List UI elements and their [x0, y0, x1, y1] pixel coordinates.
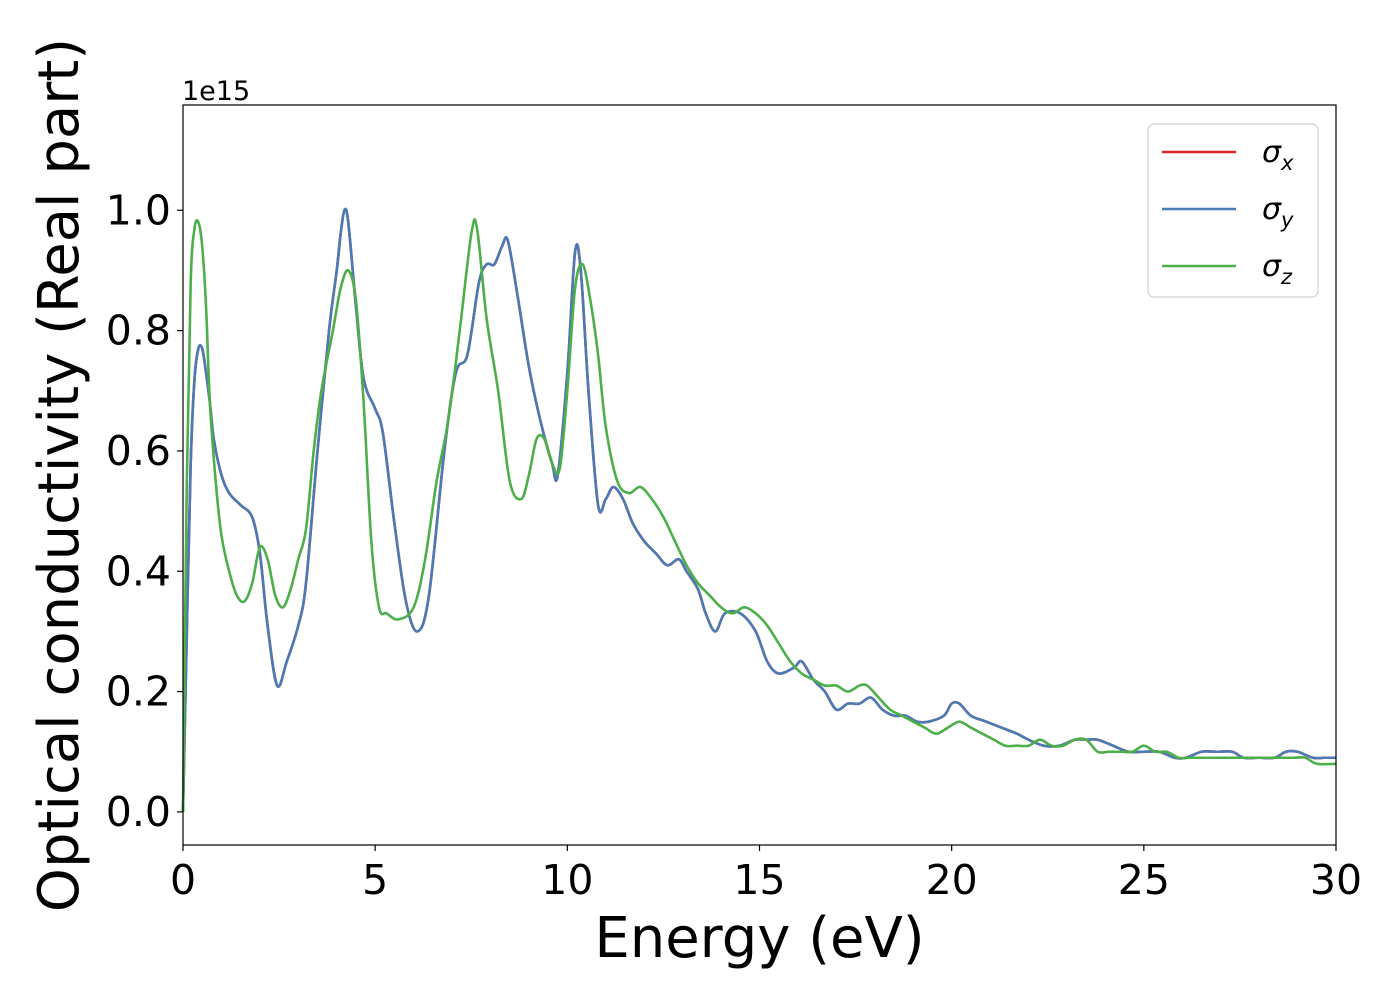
y-tick-label: 0.2: [106, 668, 171, 716]
x-tick-label: 5: [362, 856, 388, 904]
y-axis-title: Optical conductivity (Real part): [27, 38, 92, 912]
x-axis-title: Energy (eV): [594, 906, 924, 971]
x-tick-label: 25: [1118, 856, 1170, 904]
y-tick-label: 0.8: [106, 307, 171, 355]
y-offset-text: 1e15: [182, 76, 250, 107]
x-tick-label: 0: [170, 856, 196, 904]
y-tick-label: 1.0: [106, 186, 171, 234]
y-tick-label: 0.0: [106, 788, 171, 836]
y-tick-label: 0.4: [106, 547, 171, 595]
series-line-z: [181, 218, 1337, 812]
y-tick-label: 0.6: [106, 427, 171, 475]
series-layer: [181, 207, 1337, 812]
legend-label-x: σx: [1262, 135, 1294, 175]
legend-box: [1147, 123, 1319, 298]
x-tick-label: 15: [733, 856, 785, 904]
legend-label-y: σy: [1262, 192, 1294, 232]
x-tick-label: 10: [541, 856, 593, 904]
legend-label-z: σz: [1262, 249, 1293, 289]
x-axis: 0 5 10 15 20 25 30: [170, 845, 1362, 904]
x-tick-label: 30: [1310, 856, 1362, 904]
legend: σx σy σz: [1147, 123, 1319, 298]
y-axis: 0.0 0.2 0.4 0.6 0.8 1.0: [106, 186, 183, 836]
x-tick-label: 20: [926, 856, 978, 904]
